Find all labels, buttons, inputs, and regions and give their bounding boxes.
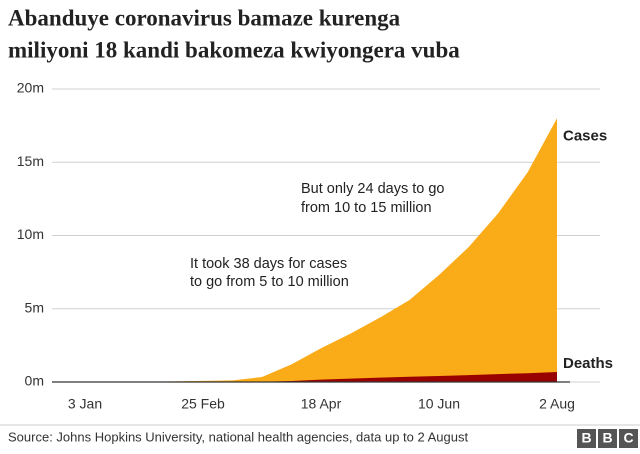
chart-title: Abanduye coronavirus bamaze kurenga xyxy=(8,5,401,30)
series-label: Cases xyxy=(563,127,607,144)
logo-box xyxy=(619,429,638,448)
annotation: to go from 5 to 10 million xyxy=(190,274,349,290)
x-tick-label: 10 Jun xyxy=(418,396,460,412)
chart-title: miliyoni 18 kandi bakomeza kwiyongera vu… xyxy=(8,37,460,62)
y-tick-label: 10m xyxy=(17,226,44,242)
logo-box xyxy=(577,429,596,448)
y-tick-label: 20m xyxy=(17,80,44,96)
logo-letter: B xyxy=(581,430,591,446)
annotation: It took 38 days for cases xyxy=(190,256,347,272)
x-tick-label: 18 Apr xyxy=(301,396,342,412)
x-tick-label: 3 Jan xyxy=(68,396,102,412)
annotation: But only 24 days to go xyxy=(301,181,445,197)
logo-letter: C xyxy=(623,430,633,446)
y-tick-label: 5m xyxy=(25,299,44,315)
y-tick-label: 0m xyxy=(25,373,44,389)
area xyxy=(85,118,557,383)
annotation: from 10 to 15 million xyxy=(301,200,432,216)
logo-letter: B xyxy=(602,430,612,446)
x-tick-label: 2 Aug xyxy=(539,396,575,412)
source: Source: Johns Hopkins University, nation… xyxy=(8,429,468,444)
y-tick-label: 15m xyxy=(17,153,44,169)
x-tick-label: 25 Feb xyxy=(181,396,225,412)
series-label: Deaths xyxy=(563,355,613,372)
logo-box xyxy=(598,429,617,448)
area xyxy=(85,372,557,382)
